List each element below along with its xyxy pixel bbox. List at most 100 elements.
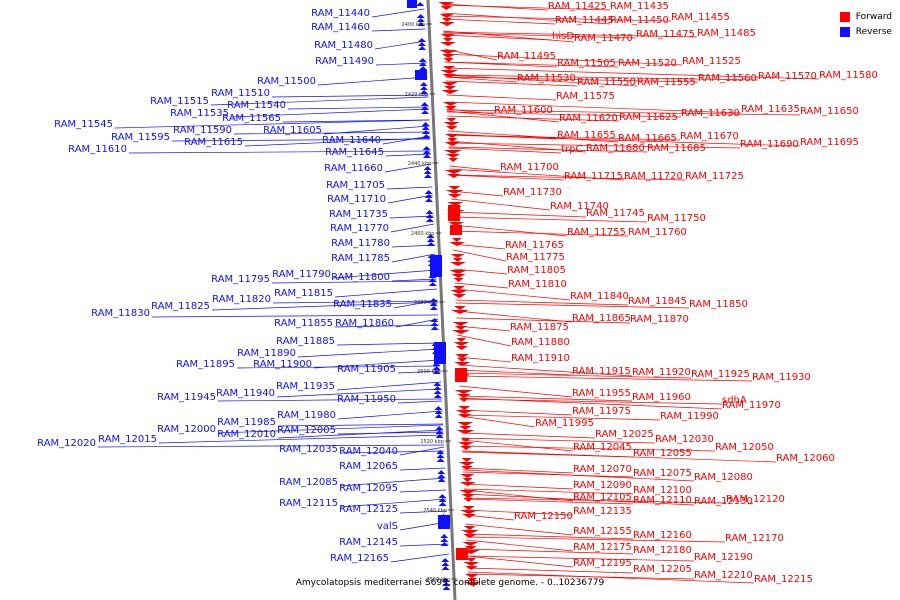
forward-gene-label[interactable]: RAM_11715 <box>564 171 623 182</box>
reverse-gene-label[interactable]: RAM_11490 <box>315 56 374 67</box>
forward-gene-label[interactable]: RAM_11760 <box>628 227 687 238</box>
reverse-gene-label[interactable]: RAM_11860 <box>335 318 394 329</box>
reverse-gene-label[interactable]: RAM_12005 <box>277 425 336 436</box>
forward-gene-label[interactable]: RAM_11505 <box>557 58 616 69</box>
legend-reverse[interactable]: Reverse <box>839 24 892 39</box>
forward-gene-label[interactable]: RAM_12195 <box>573 558 632 569</box>
reverse-gene-label[interactable]: RAM_11815 <box>274 288 333 299</box>
reverse-gene-label[interactable]: RAM_11890 <box>237 348 296 359</box>
forward-gene-label[interactable]: sdhA <box>722 395 747 406</box>
forward-gene-label[interactable]: RAM_11450 <box>610 15 669 26</box>
reverse-gene-label[interactable]: RAM_11480 <box>314 40 373 51</box>
reverse-gene-label[interactable]: RAM_11795 <box>211 274 270 285</box>
reverse-gene-label[interactable]: RAM_11950 <box>337 394 396 405</box>
reverse-gene-label[interactable]: RAM_11935 <box>276 381 335 392</box>
reverse-gene-label[interactable]: RAM_11500 <box>257 76 316 87</box>
forward-gene-label[interactable]: RAM_11665 <box>618 133 677 144</box>
forward-gene-label[interactable]: RAM_12190 <box>694 552 753 563</box>
reverse-gene-label[interactable]: RAM_11820 <box>212 294 271 305</box>
reverse-gene-label[interactable]: RAM_11645 <box>325 147 384 158</box>
reverse-gene-label[interactable]: RAM_11460 <box>311 22 370 33</box>
reverse-gene-label[interactable]: RAM_11780 <box>331 238 390 249</box>
reverse-gene-label[interactable]: RAM_12115 <box>279 498 338 509</box>
forward-gene-label[interactable]: RAM_11475 <box>636 29 695 40</box>
reverse-gene-label[interactable]: RAM_11735 <box>329 209 388 220</box>
reverse-gene-label[interactable]: RAM_11590 <box>173 125 232 136</box>
forward-gene-label[interactable]: RAM_12025 <box>595 429 654 440</box>
forward-gene-label[interactable]: RAM_11850 <box>689 299 748 310</box>
forward-gene-label[interactable]: RAM_11750 <box>647 213 706 224</box>
forward-gene-label[interactable]: RAM_11695 <box>800 137 859 148</box>
forward-gene-label[interactable]: RAM_12160 <box>633 530 692 541</box>
forward-gene-label[interactable]: RAM_11910 <box>511 353 570 364</box>
reverse-gene-label[interactable]: RAM_11565 <box>222 113 281 124</box>
reverse-gene-label[interactable]: RAM_11945 <box>157 392 216 403</box>
forward-gene-label[interactable]: RAM_11845 <box>628 296 687 307</box>
forward-gene-label[interactable]: RAM_11805 <box>507 265 566 276</box>
forward-gene-label[interactable]: RAM_12055 <box>633 448 692 459</box>
forward-gene-label[interactable]: RAM_11690 <box>740 139 799 150</box>
reverse-gene-label[interactable]: RAM_11855 <box>274 318 333 329</box>
reverse-gene-label[interactable]: RAM_12145 <box>339 537 398 548</box>
forward-gene-label[interactable]: RAM_11570 <box>758 71 817 82</box>
reverse-gene-label[interactable]: RAM_11895 <box>176 359 235 370</box>
forward-gene-label[interactable]: RAM_11960 <box>632 392 691 403</box>
forward-gene-label[interactable]: RAM_11530 <box>517 73 576 84</box>
forward-gene-label[interactable]: RAM_11625 <box>619 112 678 123</box>
forward-gene-label[interactable]: RAM_12180 <box>633 545 692 556</box>
reverse-gene-label[interactable]: RAM_11785 <box>331 253 390 264</box>
forward-gene-label[interactable]: RAM_11865 <box>572 313 631 324</box>
forward-gene-label[interactable]: RAM_11455 <box>671 12 730 23</box>
reverse-gene-label[interactable]: RAM_12125 <box>339 504 398 515</box>
forward-gene-label[interactable]: RAM_11915 <box>572 366 631 377</box>
forward-gene-label[interactable]: RAM_11445 <box>555 15 614 26</box>
reverse-gene-label[interactable]: RAM_12040 <box>339 446 398 457</box>
reverse-gene-label[interactable]: RAM_11830 <box>91 308 150 319</box>
reverse-gene-label[interactable]: RAM_12010 <box>217 429 276 440</box>
forward-gene-label[interactable]: RAM_11755 <box>567 227 626 238</box>
forward-gene-label[interactable]: RAM_11920 <box>632 367 691 378</box>
forward-gene-label[interactable]: RAM_11600 <box>494 105 553 116</box>
reverse-gene-label[interactable]: RAM_11900 <box>253 359 312 370</box>
forward-gene-label[interactable]: RAM_12150 <box>514 511 573 522</box>
reverse-gene-label[interactable]: RAM_11710 <box>327 194 386 205</box>
forward-gene-label[interactable]: RAM_11520 <box>618 58 677 69</box>
forward-gene-label[interactable]: RAM_11720 <box>624 171 683 182</box>
forward-gene-label[interactable]: RAM_11555 <box>637 77 696 88</box>
reverse-gene-label[interactable]: RAM_12000 <box>157 424 216 435</box>
reverse-gene-label[interactable]: RAM_11540 <box>227 100 286 111</box>
forward-gene-label[interactable]: RAM_11620 <box>559 113 618 124</box>
forward-gene-label[interactable]: RAM_12105 <box>573 492 632 503</box>
reverse-gene-label[interactable]: valS <box>377 521 398 532</box>
reverse-gene-label[interactable]: RAM_11825 <box>151 301 210 312</box>
forward-gene-label[interactable]: RAM_12080 <box>694 472 753 483</box>
reverse-gene-label[interactable]: RAM_12035 <box>279 444 338 455</box>
forward-gene-label[interactable]: RAM_11990 <box>660 411 719 422</box>
forward-gene-label[interactable]: RAM_11560 <box>698 73 757 84</box>
forward-gene-label[interactable]: RAM_11680 <box>586 143 645 154</box>
forward-gene-label[interactable]: RAM_12045 <box>573 442 632 453</box>
forward-gene-label[interactable]: RAM_11730 <box>503 187 562 198</box>
forward-gene-label[interactable]: RAM_12120 <box>726 494 785 505</box>
forward-gene-label[interactable]: RAM_12210 <box>694 570 753 581</box>
forward-gene-label[interactable]: RAM_11635 <box>741 104 800 115</box>
forward-gene-label[interactable]: RAM_11685 <box>647 143 706 154</box>
forward-gene-label[interactable]: RAM_11870 <box>630 314 689 325</box>
forward-gene-label[interactable]: RAM_12090 <box>573 480 632 491</box>
forward-gene-label[interactable]: RAM_11875 <box>510 322 569 333</box>
forward-gene-label[interactable]: RAM_11775 <box>506 252 565 263</box>
reverse-gene-label[interactable]: RAM_12020 <box>37 438 96 449</box>
forward-gene-label[interactable]: RAM_12060 <box>776 453 835 464</box>
forward-gene-label[interactable]: RAM_11765 <box>505 240 564 251</box>
forward-gene-label[interactable]: RAM_11435 <box>610 1 669 12</box>
forward-gene-label[interactable]: RAM_11525 <box>682 56 741 67</box>
forward-gene-label[interactable]: RAM_12170 <box>725 533 784 544</box>
forward-gene-label[interactable]: RAM_11975 <box>572 406 631 417</box>
reverse-gene-label[interactable]: RAM_12165 <box>330 553 389 564</box>
forward-gene-label[interactable]: RAM_12205 <box>633 564 692 575</box>
reverse-gene-label[interactable]: RAM_11545 <box>54 119 113 130</box>
forward-gene-label[interactable]: RAM_12030 <box>655 434 714 445</box>
reverse-gene-label[interactable]: RAM_11535 <box>170 108 229 119</box>
forward-gene-label[interactable]: RAM_11650 <box>800 106 859 117</box>
